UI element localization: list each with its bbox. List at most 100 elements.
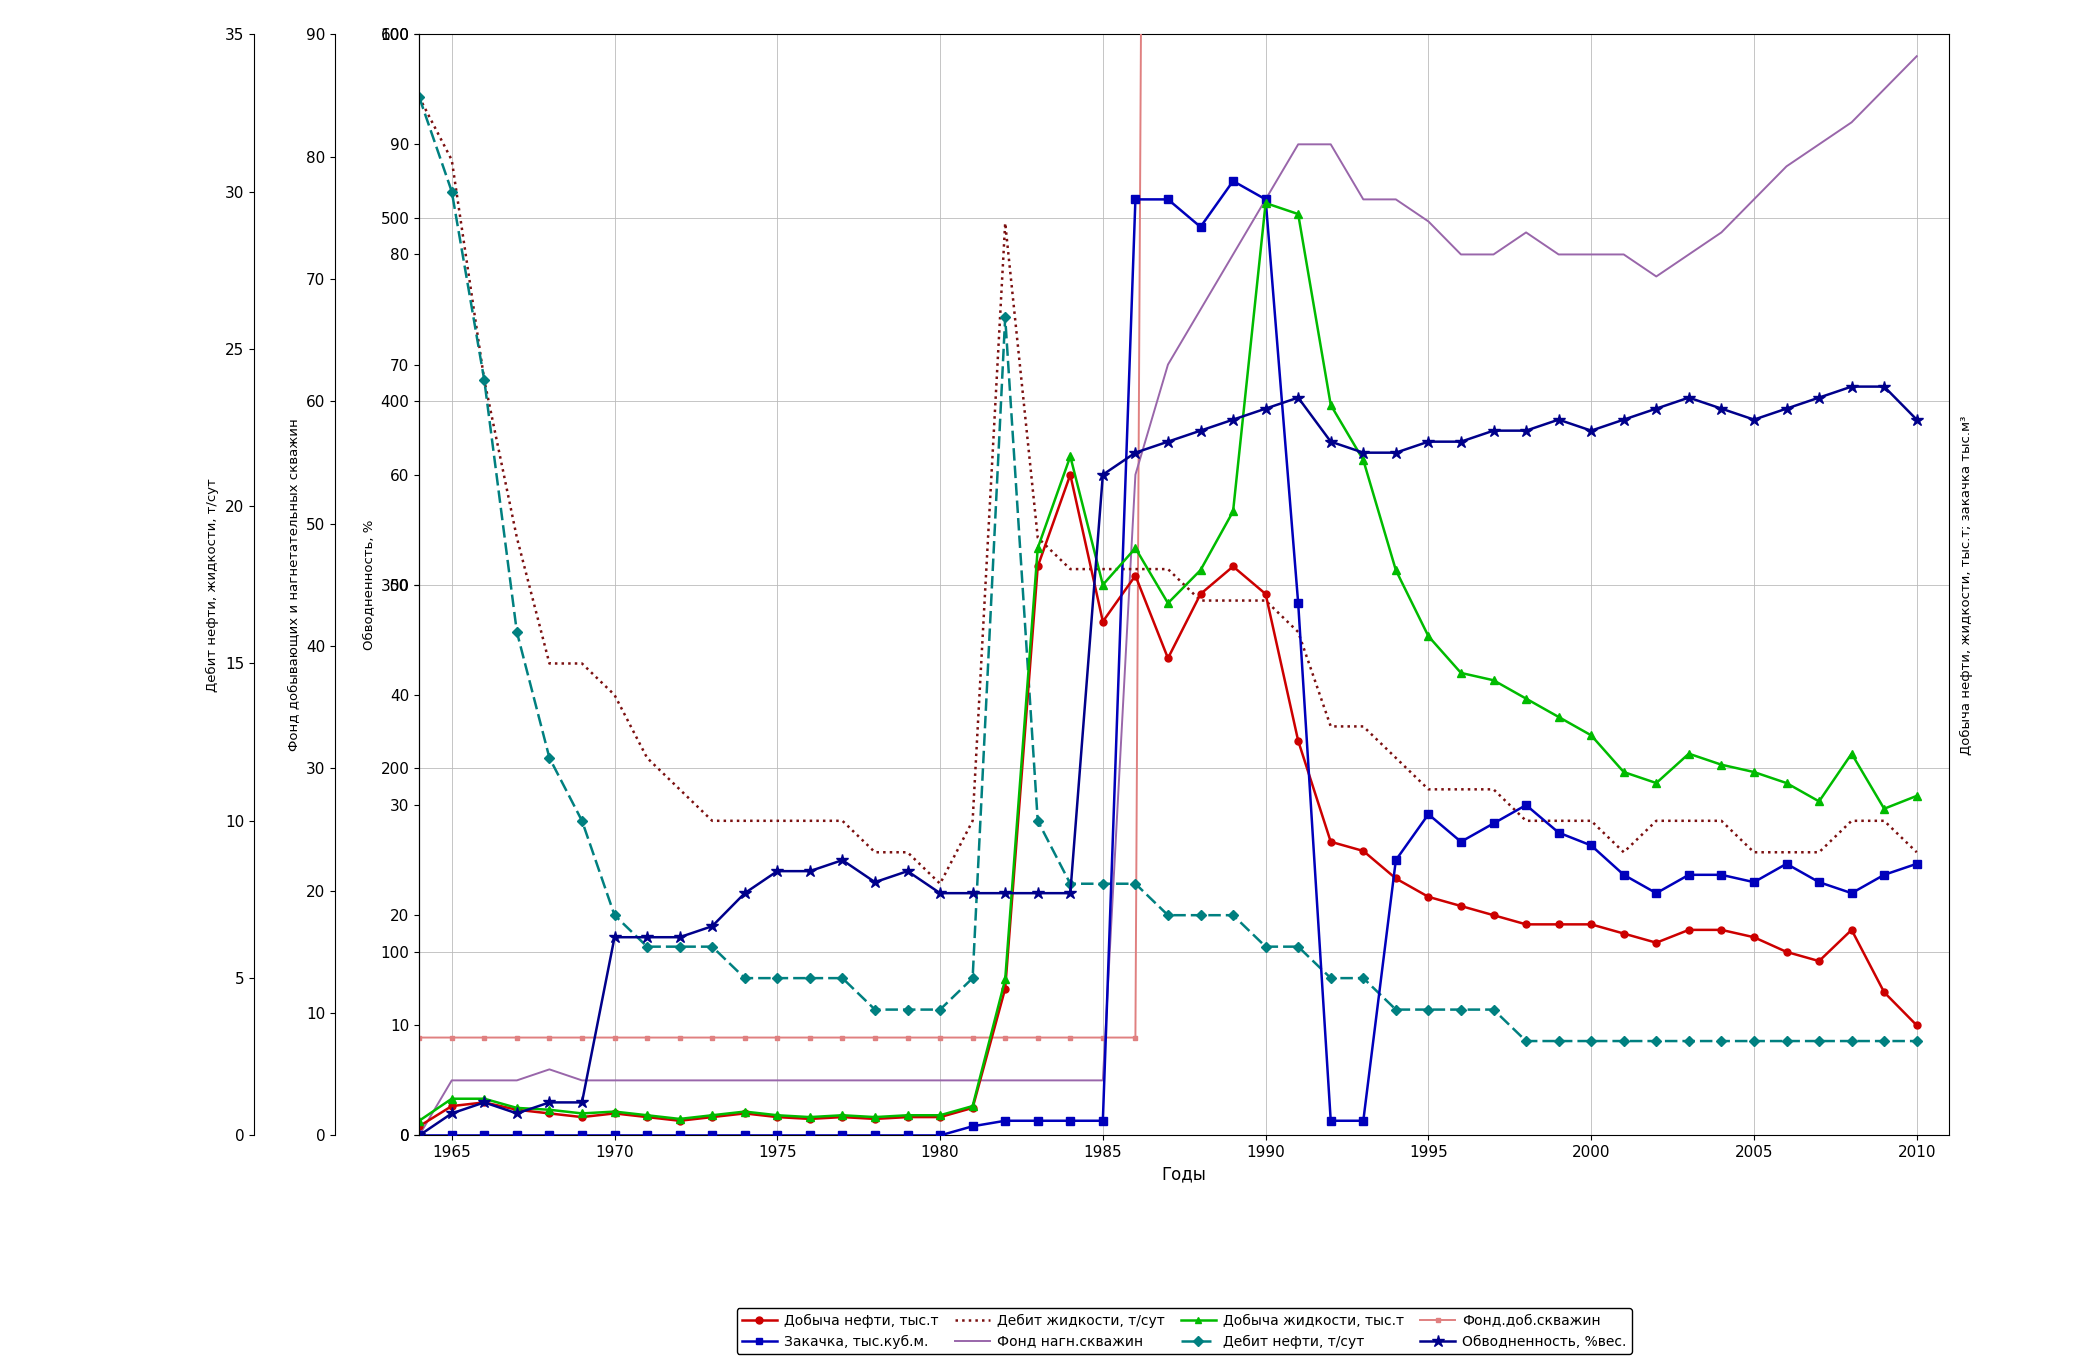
Обводненность, %вес. xyxy=(1448,434,1473,450)
Добыча нефти, тыс.т xyxy=(1025,558,1050,575)
Добыча нефти, тыс.т xyxy=(1383,870,1409,886)
Дебит нефти, т/сут xyxy=(1807,1033,1832,1049)
Добыча жидкости, тыс.т xyxy=(635,1107,660,1123)
Дебит нефти, т/сут xyxy=(1318,970,1344,986)
Обводненность, %вес. xyxy=(1123,445,1149,461)
Добыча нефти, тыс.т xyxy=(1872,984,1897,1000)
Фонд нагн.скважин xyxy=(1513,224,1538,241)
Дебит жидкости, т/сут xyxy=(1155,561,1180,577)
Дебит жидкости, т/сут xyxy=(1285,624,1310,640)
Добыча жидкости, тыс.т xyxy=(667,1111,692,1127)
Добыча нефти, тыс.т xyxy=(440,1099,465,1115)
Line: Добыча нефти, тыс.т: Добыча нефти, тыс.т xyxy=(415,471,1920,1130)
Дебит нефти, т/сут xyxy=(700,938,725,955)
Line: Добыча жидкости, тыс.т: Добыча жидкости, тыс.т xyxy=(415,198,1920,1124)
Фонд нагн.скважин xyxy=(1383,192,1409,208)
Дебит жидкости, т/сут xyxy=(1318,718,1344,735)
Фонд нагн.скважин xyxy=(1155,357,1180,373)
Line: Закачка, тыс.куб.м.: Закачка, тыс.куб.м. xyxy=(415,176,1920,1140)
Добыча нефти, тыс.т xyxy=(1123,568,1149,584)
Добыча жидкости, тыс.т xyxy=(1773,774,1798,791)
Обводненность, %вес. xyxy=(667,929,692,945)
Обводненность, %вес. xyxy=(1090,466,1115,483)
Обводненность, %вес. xyxy=(1742,412,1767,428)
Line: Обводненность, %вес.: Обводненность, %вес. xyxy=(413,380,1922,1142)
Добыча жидкости, тыс.т xyxy=(1838,746,1863,762)
Дебит жидкости, т/сут xyxy=(1482,781,1507,798)
Фонд.доб.скважин xyxy=(1058,1029,1084,1045)
Фонд нагн.скважин xyxy=(861,1073,887,1089)
Закачка, тыс.куб.м. xyxy=(1285,595,1310,611)
Дебит жидкости, т/сут xyxy=(960,813,985,829)
Дебит жидкости, т/сут xyxy=(700,813,725,829)
Дебит жидкости, т/сут xyxy=(796,813,822,829)
Фонд нагн.скважин xyxy=(765,1073,790,1089)
Закачка, тыс.куб.м. xyxy=(732,1127,757,1144)
Закачка, тыс.куб.м. xyxy=(994,1112,1019,1129)
Фонд нагн.скважин xyxy=(1773,159,1798,175)
Фонд нагн.скважин xyxy=(1090,1073,1115,1089)
Добыча нефти, тыс.т xyxy=(1220,558,1245,575)
Обводненность, %вес. xyxy=(796,863,822,880)
Фонд нагн.скважин xyxy=(1253,192,1279,208)
Добыча жидкости, тыс.т xyxy=(1415,628,1440,644)
Обводненность, %вес. xyxy=(635,929,660,945)
Дебит жидкости, т/сут xyxy=(1708,813,1733,829)
Фонд нагн.скважин xyxy=(570,1073,595,1089)
Закачка, тыс.куб.м. xyxy=(472,1127,497,1144)
Добыча жидкости, тыс.т xyxy=(1383,562,1409,579)
Добыча жидкости, тыс.т xyxy=(1872,800,1897,817)
Обводненность, %вес. xyxy=(1025,885,1050,902)
Дебит жидкости, т/сут xyxy=(570,655,595,672)
Фонд нагн.скважин xyxy=(635,1073,660,1089)
Фонд.доб.скважин xyxy=(929,1029,954,1045)
Обводненность, %вес. xyxy=(1807,390,1832,406)
Добыча нефти, тыс.т xyxy=(1838,922,1863,938)
Обводненность, %вес. xyxy=(1547,412,1572,428)
Обводненность, %вес. xyxy=(1058,885,1084,902)
Обводненность, %вес. xyxy=(505,1105,530,1122)
Добыча жидкости, тыс.т xyxy=(861,1109,887,1126)
Добыча нефти, тыс.т xyxy=(667,1112,692,1129)
Добыча нефти, тыс.т xyxy=(1677,922,1702,938)
Фонд нагн.скважин xyxy=(1903,48,1928,64)
Закачка, тыс.куб.м. xyxy=(1807,874,1832,891)
Добыча нефти, тыс.т xyxy=(602,1105,627,1122)
Дебит жидкости, т/сут xyxy=(505,529,530,546)
Фонд нагн.скважин xyxy=(1285,137,1310,153)
Добыча нефти, тыс.т xyxy=(1807,953,1832,970)
Дебит нефти, т/сут xyxy=(602,907,627,923)
Добыча нефти, тыс.т xyxy=(1742,929,1767,945)
Обводненность, %вес. xyxy=(1612,412,1637,428)
Добыча нефти, тыс.т xyxy=(537,1105,562,1122)
Добыча нефти, тыс.т xyxy=(1058,466,1084,483)
Дебит нефти, т/сут xyxy=(895,1001,920,1018)
Добыча жидкости, тыс.т xyxy=(796,1109,822,1126)
Обводненность, %вес. xyxy=(960,885,985,902)
Добыча жидкости, тыс.т xyxy=(1547,709,1572,725)
Фонд.доб.скважин xyxy=(570,1029,595,1045)
Добыча нефти, тыс.т xyxy=(407,1118,432,1134)
Закачка, тыс.куб.м. xyxy=(1773,855,1798,871)
Фонд нагн.скважин xyxy=(895,1073,920,1089)
Дебит нефти, т/сут xyxy=(1188,907,1214,923)
Обводненность, %вес. xyxy=(1677,390,1702,406)
Дебит жидкости, т/сут xyxy=(1612,844,1637,860)
Фонд.доб.скважин xyxy=(1123,1029,1149,1045)
Обводненность, %вес. xyxy=(407,1127,432,1144)
Обводненность, %вес. xyxy=(732,885,757,902)
Добыча жидкости, тыс.т xyxy=(505,1100,530,1116)
Добыча нефти, тыс.т xyxy=(700,1109,725,1126)
Дебит жидкости, т/сут xyxy=(667,781,692,798)
Закачка, тыс.куб.м. xyxy=(1123,192,1149,208)
Фонд.доб.скважин xyxy=(407,1029,432,1045)
Добыча нефти, тыс.т xyxy=(1188,586,1214,602)
Фонд.доб.скважин xyxy=(732,1029,757,1045)
Закачка, тыс.куб.м. xyxy=(895,1127,920,1144)
Добыча жидкости, тыс.т xyxy=(1742,763,1767,780)
Фонд нагн.скважин xyxy=(1838,114,1863,130)
Дебит нефти, т/сут xyxy=(1513,1033,1538,1049)
Закачка, тыс.куб.м. xyxy=(1188,219,1214,235)
Фонд нагн.скважин xyxy=(994,1073,1019,1089)
Добыча нефти, тыс.т xyxy=(861,1111,887,1127)
